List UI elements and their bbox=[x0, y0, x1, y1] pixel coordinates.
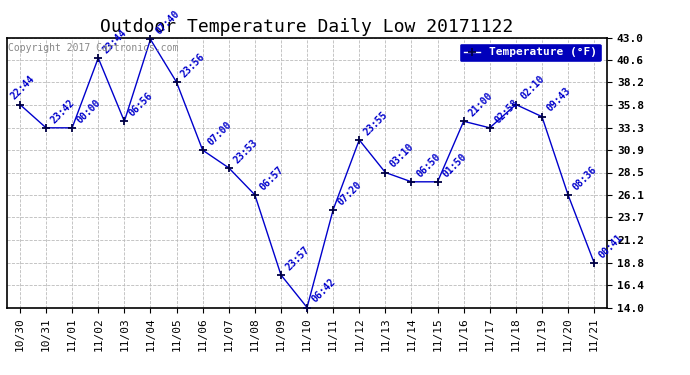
Temperature (°F) bbox=[486, 126, 494, 130]
Temperature (°F) bbox=[277, 273, 285, 277]
Text: 00:41: 00:41 bbox=[597, 232, 624, 260]
Text: 23:57: 23:57 bbox=[284, 244, 312, 272]
Text: 09:43: 09:43 bbox=[544, 86, 573, 114]
Temperature (°F) bbox=[381, 170, 389, 175]
Temperature (°F) bbox=[303, 305, 311, 310]
Text: 02:10: 02:10 bbox=[519, 74, 546, 102]
Text: 06:50: 06:50 bbox=[414, 151, 442, 179]
Temperature (°F) bbox=[355, 138, 364, 142]
Text: 23:56: 23:56 bbox=[179, 52, 207, 80]
Temperature (°F) bbox=[42, 126, 50, 130]
Text: 06:56: 06:56 bbox=[127, 91, 155, 118]
Line: Temperature (°F): Temperature (°F) bbox=[16, 35, 598, 312]
Text: 23:55: 23:55 bbox=[362, 109, 390, 137]
Text: 01:50: 01:50 bbox=[440, 151, 469, 179]
Text: 02:58: 02:58 bbox=[493, 97, 520, 125]
Text: 03:10: 03:10 bbox=[388, 142, 416, 170]
Text: Copyright 2017 Cartronics.com: Copyright 2017 Cartronics.com bbox=[8, 43, 178, 53]
Temperature (°F) bbox=[16, 102, 24, 107]
Text: 06:57: 06:57 bbox=[257, 164, 286, 192]
Temperature (°F) bbox=[172, 80, 181, 84]
Temperature (°F) bbox=[120, 119, 128, 123]
Text: 21:00: 21:00 bbox=[466, 91, 494, 118]
Legend: Temperature (°F): Temperature (°F) bbox=[460, 43, 602, 62]
Temperature (°F) bbox=[146, 37, 155, 42]
Text: 07:00: 07:00 bbox=[206, 120, 233, 147]
Temperature (°F) bbox=[564, 193, 572, 197]
Temperature (°F) bbox=[512, 102, 520, 107]
Text: 23:44: 23:44 bbox=[101, 27, 129, 55]
Text: 00:00: 00:00 bbox=[75, 97, 103, 125]
Temperature (°F) bbox=[538, 114, 546, 119]
Temperature (°F) bbox=[590, 261, 598, 265]
Temperature (°F) bbox=[250, 193, 259, 197]
Text: 08:36: 08:36 bbox=[571, 164, 599, 192]
Text: 22:44: 22:44 bbox=[9, 74, 37, 102]
Temperature (°F) bbox=[433, 180, 442, 184]
Text: 07:20: 07:20 bbox=[336, 179, 364, 207]
Text: 06:42: 06:42 bbox=[310, 277, 337, 305]
Temperature (°F) bbox=[94, 56, 102, 60]
Temperature (°F) bbox=[68, 126, 77, 130]
Text: 07:40: 07:40 bbox=[153, 9, 181, 37]
Temperature (°F) bbox=[407, 180, 415, 184]
Text: 23:42: 23:42 bbox=[49, 97, 77, 125]
Title: Outdoor Temperature Daily Low 20171122: Outdoor Temperature Daily Low 20171122 bbox=[101, 18, 513, 36]
Text: 23:53: 23:53 bbox=[232, 137, 259, 165]
Temperature (°F) bbox=[460, 119, 468, 123]
Temperature (°F) bbox=[199, 148, 207, 152]
Temperature (°F) bbox=[329, 207, 337, 212]
Temperature (°F) bbox=[225, 166, 233, 170]
